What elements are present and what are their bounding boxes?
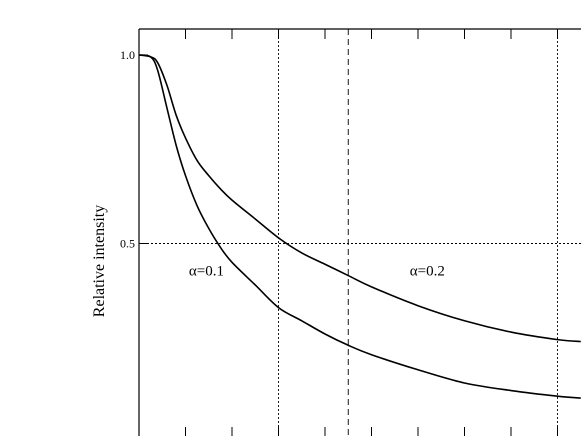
plot-frame bbox=[138, 28, 581, 436]
y-tick-label: 0.5 bbox=[120, 237, 135, 251]
curve-label: α=0.2 bbox=[410, 264, 445, 280]
y-axis-ticks: 1.0 0.5 bbox=[120, 48, 148, 251]
reference-lines bbox=[139, 29, 581, 436]
series-lines bbox=[138, 54, 581, 399]
series-line-1 bbox=[138, 54, 581, 399]
y-tick-label: 1.0 bbox=[120, 48, 135, 62]
curve-label: α=0.1 bbox=[189, 264, 224, 280]
series-line-2 bbox=[138, 54, 581, 343]
curve-annotations: α=0.1 α=0.2 bbox=[189, 264, 445, 280]
y-axis-title: Relative intensity bbox=[91, 205, 108, 317]
x-axis-ticks bbox=[138, 29, 558, 436]
